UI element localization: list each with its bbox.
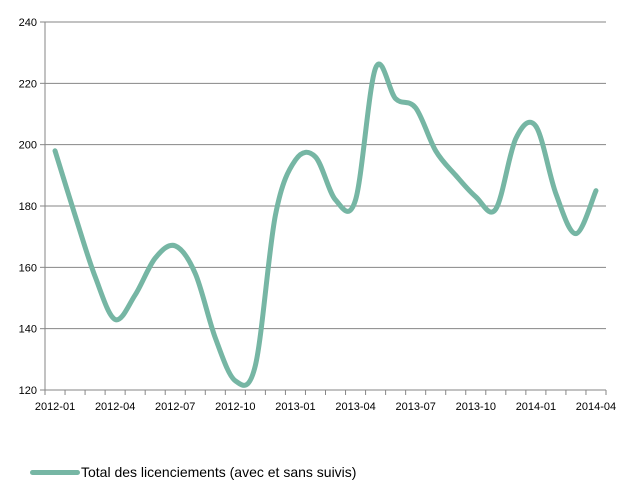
y-tick-label-240: 240 xyxy=(19,17,37,29)
x-tick-label-2014-01: 2014-01 xyxy=(516,401,556,413)
x-tick-label-2012-07: 2012-07 xyxy=(155,401,195,413)
gridlines xyxy=(45,21,606,330)
data-point-2012-03 xyxy=(93,274,98,279)
axes xyxy=(40,21,607,395)
series-line-0 xyxy=(52,61,599,388)
data-point-2012-04 xyxy=(113,317,118,322)
legend-label: Total des licenciements (avec et sans su… xyxy=(81,464,357,480)
data-point-2012-08 xyxy=(193,271,198,276)
y-tick-label-160: 160 xyxy=(19,262,37,274)
data-point-2012-09 xyxy=(213,335,218,340)
series-layer xyxy=(52,61,599,388)
x-tick-label-2013-01: 2013-01 xyxy=(275,401,315,413)
data-point-2013-09 xyxy=(453,173,458,178)
data-point-2013-01 xyxy=(293,158,298,163)
x-tick-label-2014-04: 2014-04 xyxy=(576,401,616,413)
x-tick-label-2013-10: 2013-10 xyxy=(456,401,496,413)
line-chart: 120 140 160 180 200 220 240 2012-01 2012-04 2012-… xyxy=(19,17,617,413)
y-tick-label-180: 180 xyxy=(19,201,37,213)
data-point-2013-10 xyxy=(473,194,478,199)
x-tick-label-2012-04: 2012-04 xyxy=(95,401,135,413)
legend: Total des licenciements (avec et sans su… xyxy=(30,463,356,481)
data-point-2014-01 xyxy=(533,124,538,129)
data-point-2013-06 xyxy=(393,96,398,101)
y-tick-label-200: 200 xyxy=(19,140,37,152)
y-tick-label-140: 140 xyxy=(19,324,37,336)
x-tick-label-2012-10: 2012-10 xyxy=(215,401,255,413)
y-tick-label-220: 220 xyxy=(19,78,37,90)
data-point-2013-12 xyxy=(513,136,518,141)
tick-labels: 120 140 160 180 200 220 240 2012-01 2012-04 2012-… xyxy=(19,17,617,413)
data-point-2012-12 xyxy=(273,213,278,218)
data-point-2013-07 xyxy=(413,105,418,110)
data-point-2012-05 xyxy=(133,292,138,297)
x-tick-label-2012-01: 2012-01 xyxy=(35,401,75,413)
x-tick-label-2013-04: 2013-04 xyxy=(335,401,375,413)
data-point-2012-06 xyxy=(153,256,158,261)
data-point-2012-11 xyxy=(253,363,258,368)
data-point-2012-01 xyxy=(53,148,58,153)
data-point-2014-02 xyxy=(553,191,558,196)
data-point-2012-02 xyxy=(73,213,78,218)
data-point-2013-08 xyxy=(433,148,438,153)
x-tick-label-2013-07: 2013-07 xyxy=(395,401,435,413)
data-point-2013-11 xyxy=(493,207,498,212)
data-point-2014-03 xyxy=(573,231,578,236)
y-tick-label-120: 120 xyxy=(19,385,37,397)
legend-swatch xyxy=(30,469,80,475)
data-point-2012-07 xyxy=(173,243,178,248)
data-point-2013-05 xyxy=(373,66,378,71)
data-point-2014-04 xyxy=(593,188,598,193)
data-point-2013-04 xyxy=(353,197,358,202)
data-point-2013-02 xyxy=(313,154,318,159)
data-point-2013-03 xyxy=(333,197,338,202)
data-point-2012-10 xyxy=(233,378,238,383)
